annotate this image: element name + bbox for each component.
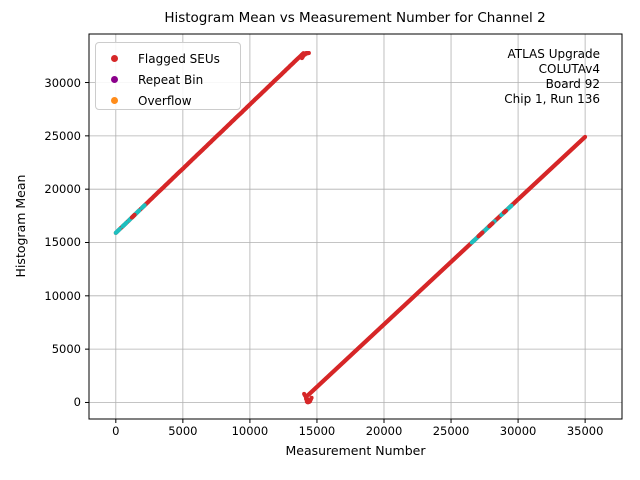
x-axis-label: Measurement Number [285, 443, 426, 458]
series-unflagged-ramp-1 [113, 203, 147, 235]
legend: Flagged SEUs Repeat Bin Overflow [95, 42, 241, 110]
series-flagged-ramp-2 [306, 134, 588, 397]
x-tick-label: 5000 [168, 424, 198, 438]
y-tick-label: 10000 [44, 288, 81, 303]
annotation-line: Chip 1, Run 136 [504, 92, 600, 106]
tick-marks [85, 82, 586, 423]
run-info-annotation: ATLAS Upgrade COLUTAv4 Board 92 Chip 1, … [504, 47, 600, 107]
x-tick-label: 30000 [499, 424, 537, 438]
y-tick-label: 5000 [51, 342, 81, 357]
axes-frame [88, 33, 623, 420]
legend-label: Flagged SEUs [138, 51, 220, 66]
legend-item-overflow: Overflow [111, 90, 240, 111]
series-saturation-cluster-top [299, 51, 311, 61]
legend-label: Overflow [138, 93, 192, 108]
annotation-line: COLUTAv4 [538, 62, 600, 76]
x-tick-label: 10000 [231, 424, 269, 438]
chart-title: Histogram Mean vs Measurement Number for… [164, 10, 546, 26]
annotation-line: ATLAS Upgrade [507, 47, 600, 61]
y-tick-label: 20000 [44, 182, 81, 197]
legend-label: Repeat Bin [138, 72, 204, 87]
x-tick-label: 25000 [432, 424, 470, 438]
y-tick-label: 15000 [44, 235, 81, 250]
y-tick-label: 25000 [44, 128, 81, 143]
overflow-marker-icon [111, 97, 118, 104]
x-tick-label: 20000 [365, 424, 403, 438]
x-tick-label: 15000 [298, 424, 336, 438]
y-tick-label: 0 [73, 395, 81, 410]
x-tick-label: 35000 [566, 424, 604, 438]
series-flagged-overlay-dashes [129, 208, 508, 239]
annotation-line: Board 92 [545, 77, 600, 91]
series-wraparound-cluster-bottom [302, 391, 314, 405]
legend-item-flagged-seus: Flagged SEUs [111, 48, 240, 69]
y-tick-label: 30000 [44, 75, 81, 90]
gridlines [89, 34, 622, 419]
legend-item-repeat-bin: Repeat Bin [111, 69, 240, 90]
repeat-bin-marker-icon [111, 76, 118, 83]
x-tick-label: 0 [112, 424, 120, 438]
flagged-seus-marker-icon [111, 55, 118, 62]
